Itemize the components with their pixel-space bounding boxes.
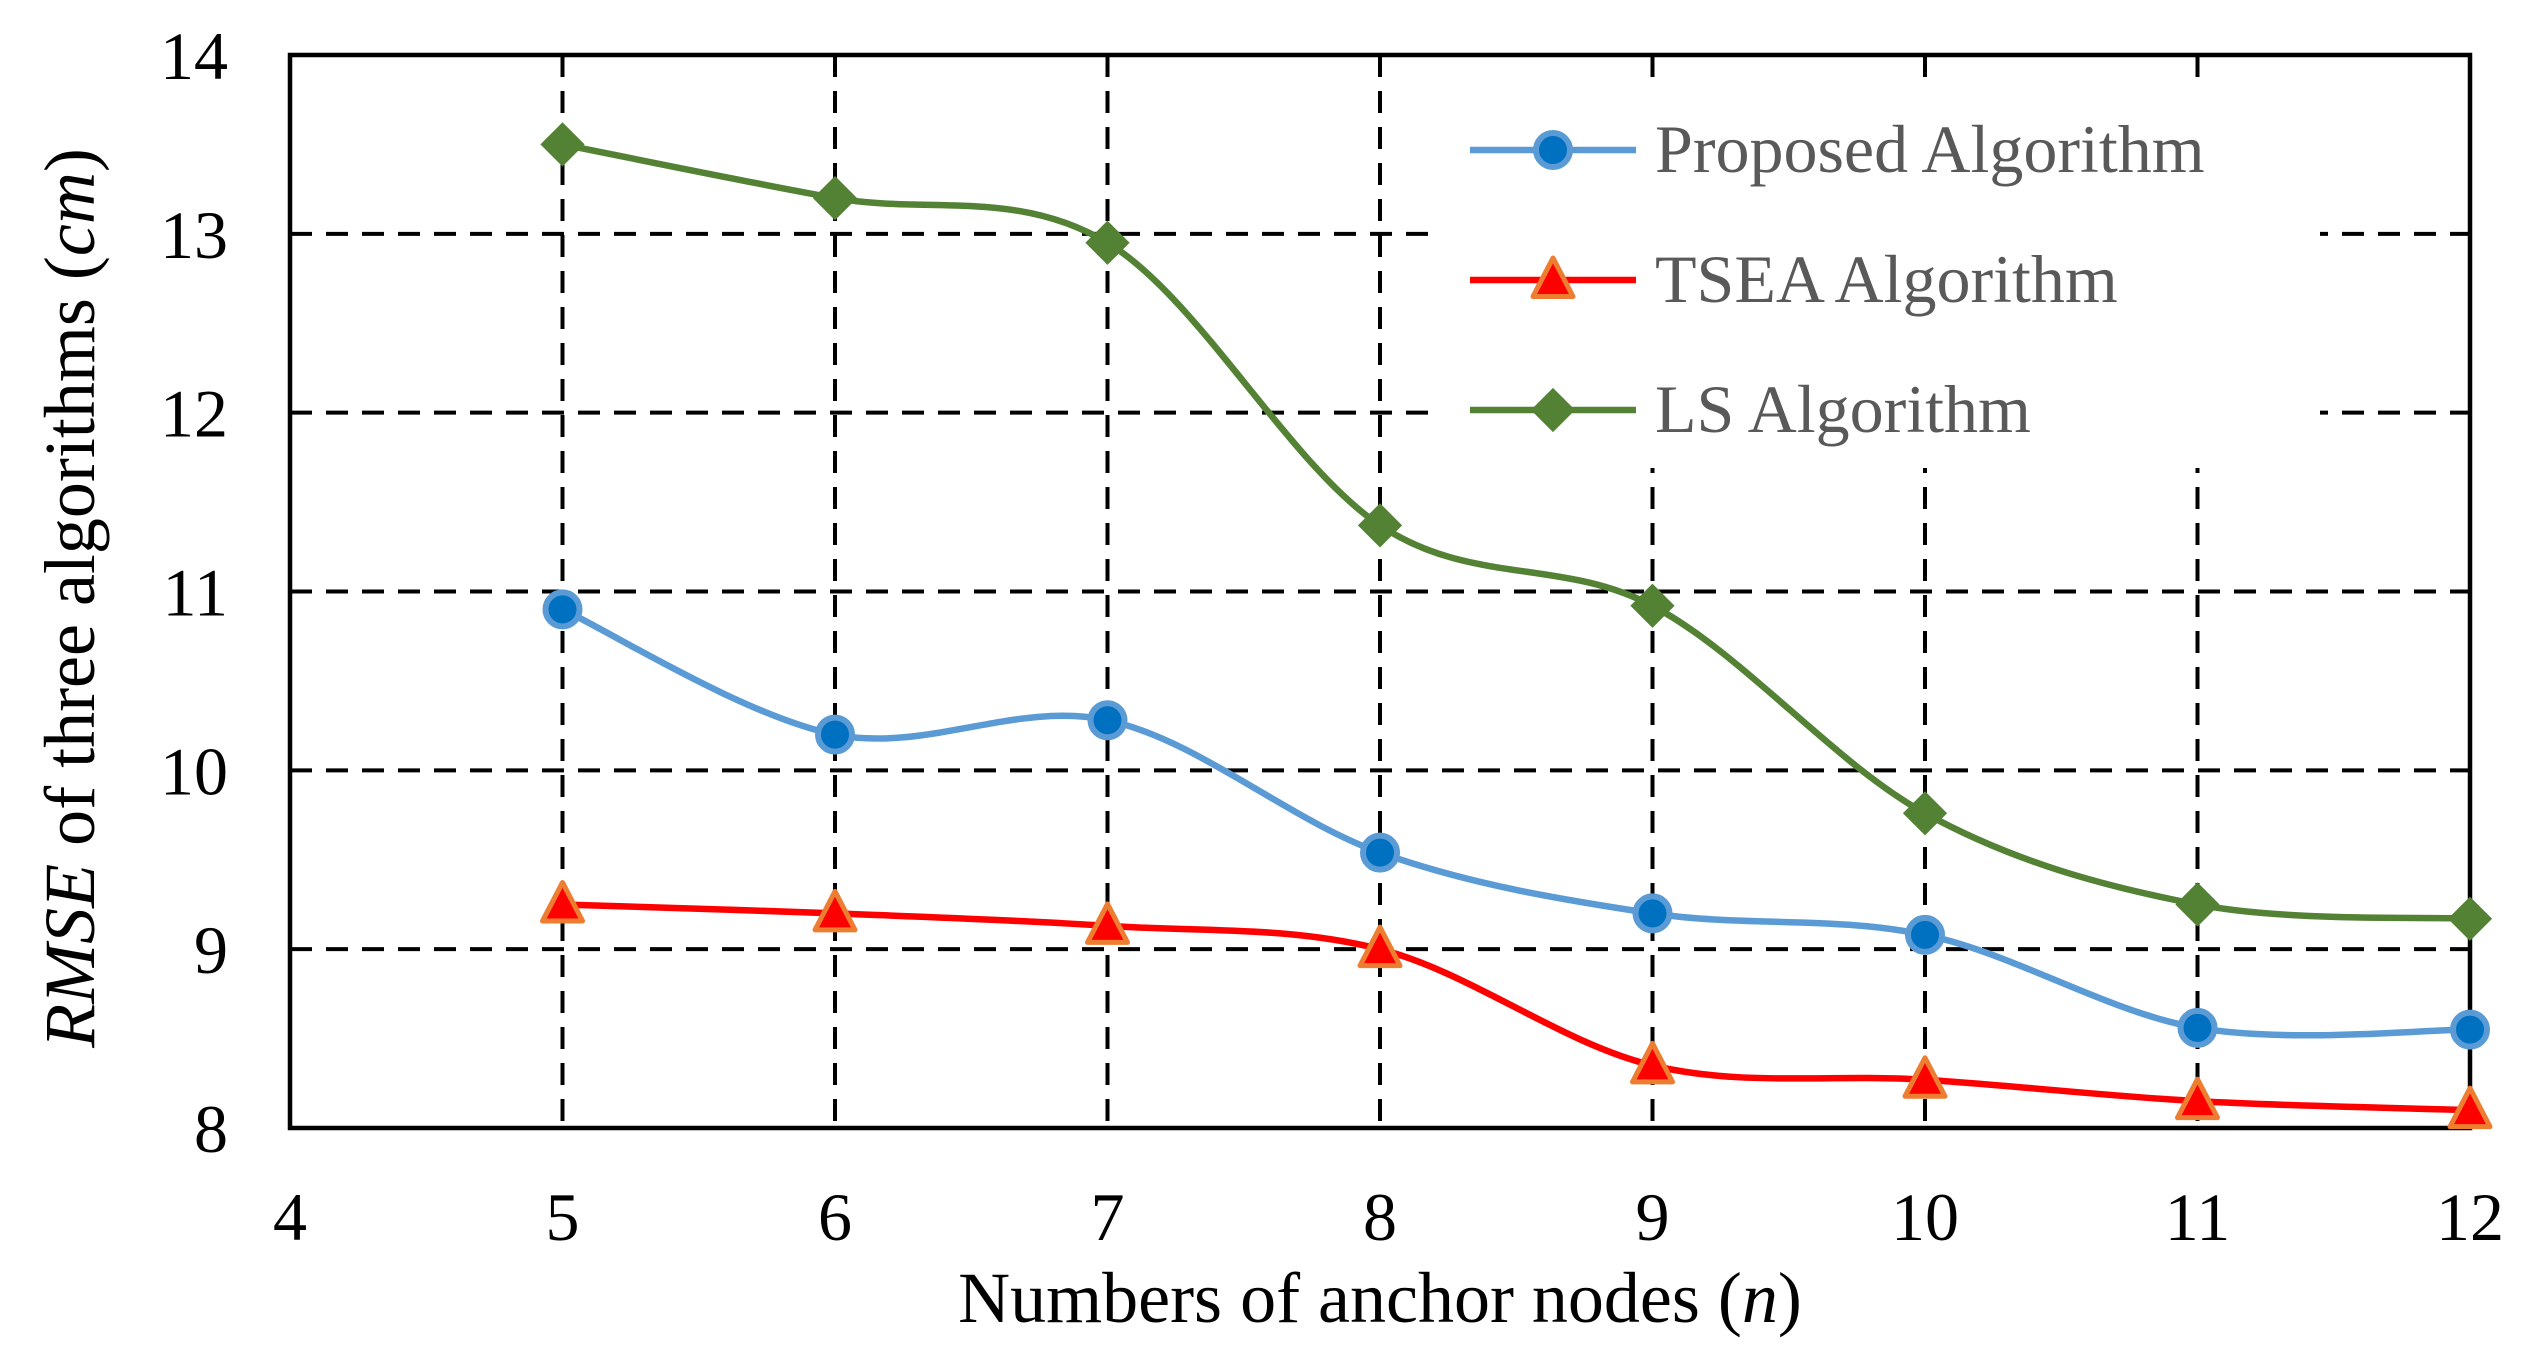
data-point bbox=[1632, 893, 1673, 934]
data-point bbox=[1902, 1055, 1948, 1099]
data-point bbox=[2447, 1085, 2493, 1130]
y-axis-title: RMSE of three algorithms (cm) bbox=[30, 148, 110, 1049]
y-axis-title-metric: RMSE bbox=[30, 864, 110, 1049]
data-point bbox=[1357, 924, 1403, 969]
x-axis-title-variable: n bbox=[1742, 1258, 1778, 1338]
legend-entry: TSEA Algorithm bbox=[1470, 241, 2118, 317]
series-triangle bbox=[540, 879, 2493, 1130]
legend-label: Proposed Algorithm bbox=[1655, 111, 2205, 187]
x-tick-label: 7 bbox=[1091, 1179, 1125, 1255]
series-circle bbox=[542, 589, 2490, 1050]
data-point bbox=[815, 714, 855, 755]
legend-marker bbox=[1530, 255, 1576, 299]
series-line bbox=[559, 141, 2474, 923]
y-tick-label: 13 bbox=[160, 197, 228, 273]
data-point bbox=[812, 175, 858, 221]
legend-entry: Proposed Algorithm bbox=[1470, 111, 2205, 187]
y-axis-ticks: 8 9 10 11 12 13 14 bbox=[160, 18, 228, 1167]
data-point bbox=[540, 879, 585, 924]
y-axis-title-part-1: of three algorithms ( bbox=[30, 256, 110, 864]
y-tick-label: 11 bbox=[163, 555, 228, 631]
x-axis-title-part-2: ) bbox=[1778, 1258, 1802, 1338]
series-line bbox=[559, 901, 2474, 1114]
legend-label: TSEA Algorithm bbox=[1655, 241, 2118, 317]
x-tick-label: 9 bbox=[1636, 1179, 1670, 1255]
data-point bbox=[1902, 791, 1948, 836]
x-tick-label: 8 bbox=[1363, 1179, 1397, 1255]
data-point bbox=[2450, 1009, 2490, 1050]
data-point bbox=[1087, 700, 1128, 741]
x-tick-label: 4 bbox=[273, 1179, 307, 1255]
data-point bbox=[1630, 1040, 1675, 1085]
y-tick-label: 10 bbox=[160, 733, 228, 809]
series-line bbox=[559, 606, 2474, 1039]
series-layer bbox=[540, 122, 2493, 1130]
data-point bbox=[2175, 1076, 2220, 1121]
plot-frame bbox=[287, 52, 2473, 1131]
y-tick-label: 9 bbox=[194, 912, 228, 988]
data-point bbox=[1357, 503, 1403, 548]
legend-marker bbox=[1530, 387, 1576, 433]
x-tick-label: 10 bbox=[1891, 1179, 1959, 1255]
y-axis-title-unit: cm bbox=[30, 172, 110, 256]
y-tick-label: 12 bbox=[160, 376, 228, 452]
series-diamond bbox=[540, 122, 2493, 941]
legend: Proposed Algorithm TSEA Algorithm LS Algor… bbox=[1470, 111, 2205, 447]
legend-label: LS Algorithm bbox=[1655, 371, 2031, 447]
data-point bbox=[1630, 583, 1675, 628]
x-axis-title-part-1: Numbers of anchor nodes ( bbox=[958, 1258, 1742, 1338]
data-point bbox=[1905, 914, 1945, 955]
data-point bbox=[1085, 901, 1130, 945]
data-point bbox=[812, 888, 858, 933]
x-tick-label: 6 bbox=[818, 1179, 852, 1255]
data-point bbox=[1085, 220, 1130, 265]
legend-marker bbox=[1533, 130, 1573, 170]
data-point bbox=[2447, 896, 2493, 941]
y-axis-title-part-2: ) bbox=[30, 148, 110, 172]
x-tick-label: 5 bbox=[546, 1179, 580, 1255]
x-axis-ticks: 4 5 6 7 8 9 10 11 12 bbox=[273, 1179, 2504, 1255]
y-tick-label: 14 bbox=[160, 18, 228, 94]
data-point bbox=[542, 589, 583, 630]
data-point bbox=[1360, 832, 1400, 873]
data-point bbox=[2177, 1007, 2218, 1048]
legend-entry: LS Algorithm bbox=[1470, 371, 2031, 447]
x-axis-title: Numbers of anchor nodes (n) bbox=[958, 1258, 1802, 1338]
x-tick-label: 12 bbox=[2436, 1179, 2504, 1255]
x-tick-label: 11 bbox=[2165, 1179, 2230, 1255]
data-point bbox=[2175, 882, 2220, 927]
y-tick-label: 8 bbox=[194, 1091, 228, 1167]
data-point bbox=[540, 122, 585, 167]
